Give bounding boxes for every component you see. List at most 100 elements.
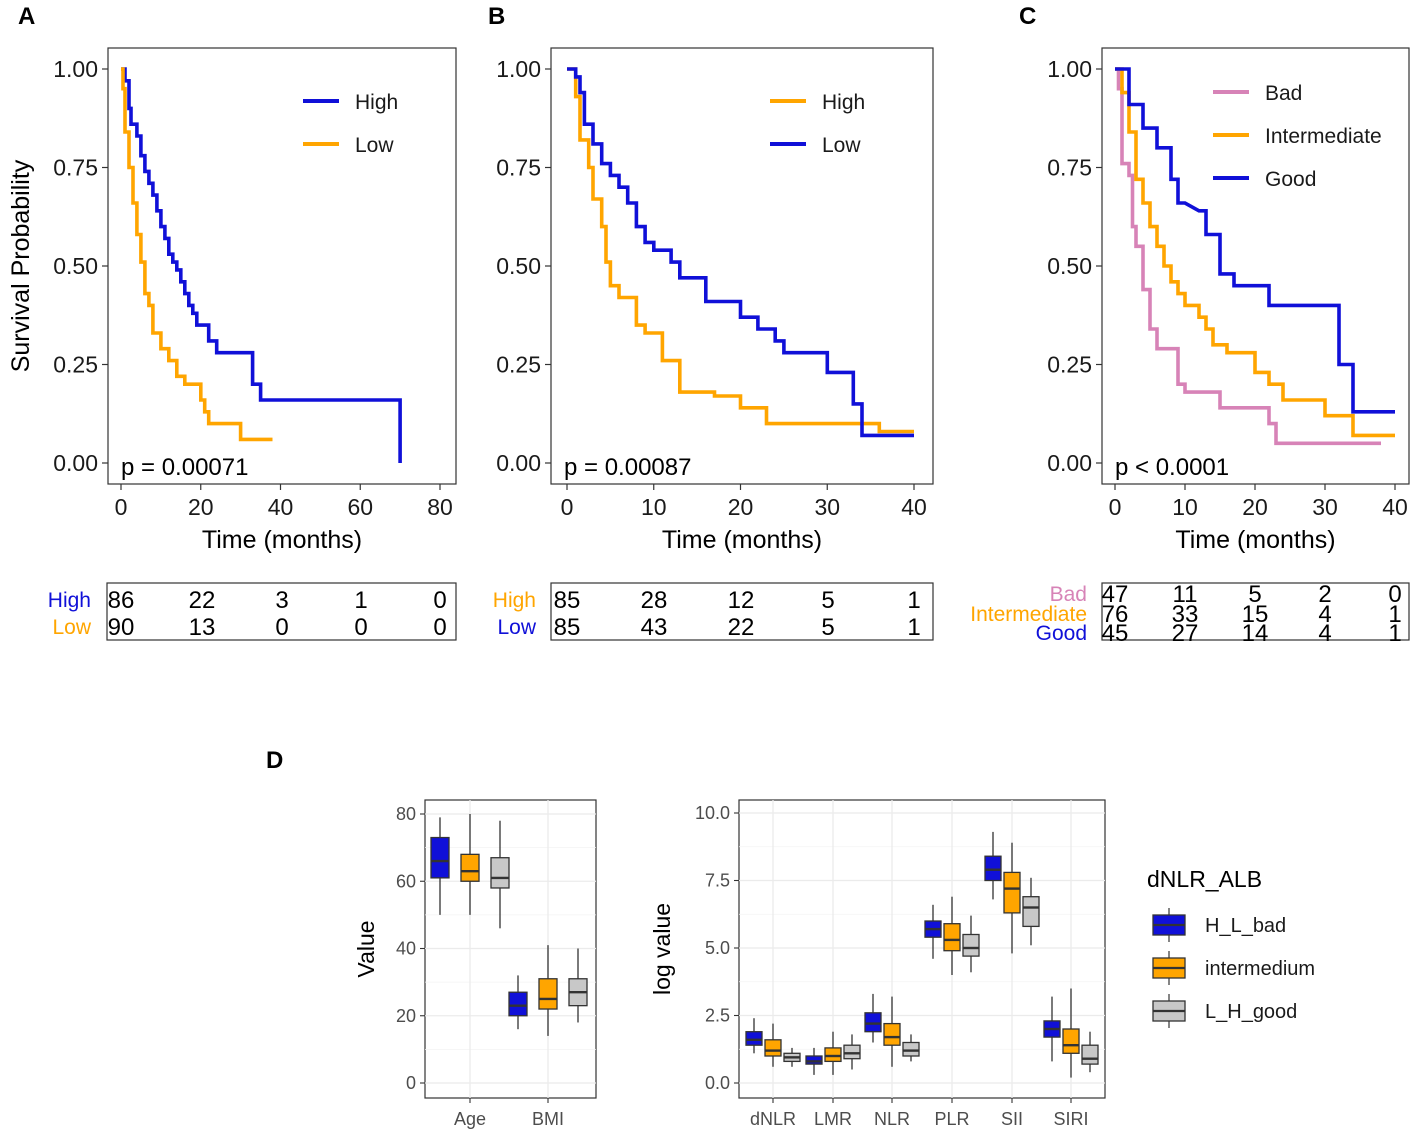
panel-letter: C xyxy=(1019,3,1036,30)
risk-row-label: Good xyxy=(1036,622,1087,645)
legend-entry-l_h_good: L_H_good xyxy=(1152,994,1297,1028)
box-nlr-h_l_bad xyxy=(864,993,882,1043)
risk-value: 5 xyxy=(821,587,834,614)
boxplot-panels: D 0 20 40 60 80 Age BMI Value 0.0 2.5 5.0 7.5 10.0 dNL… xyxy=(266,747,1106,1129)
box-plr-l_h_good xyxy=(962,915,980,973)
y-tick-label: 1.00 xyxy=(53,56,98,82)
x-tick-label: NLR xyxy=(874,1109,910,1129)
box-dnlr-h_l_bad xyxy=(745,1018,763,1054)
box-body xyxy=(864,1012,882,1033)
panel-letter: D xyxy=(266,747,283,774)
y-tick-label: 0.25 xyxy=(496,352,541,378)
boxplot-d2: 0.0 2.5 5.0 7.5 10.0 dNLR LMR NLR PLR SII SIRI log … xyxy=(649,799,1106,1129)
box-body xyxy=(883,1022,901,1046)
x-tick-label: SIRI xyxy=(1053,1109,1088,1129)
risk-value: 85 xyxy=(554,614,581,641)
risk-value: 86 xyxy=(108,587,135,614)
box-dnlr-l_h_good xyxy=(783,1047,801,1067)
y-tick-label: 0.75 xyxy=(496,155,541,181)
box-age-h_l_bad xyxy=(430,817,450,915)
y-tick-label: 0.00 xyxy=(496,450,541,476)
risk-value: 22 xyxy=(189,587,216,614)
box-body xyxy=(805,1055,823,1065)
y-axis-title: log value xyxy=(649,903,675,995)
legend-label: Intermediate xyxy=(1265,125,1382,148)
x-tick-label: 30 xyxy=(814,494,840,520)
box-siri-h_l_bad xyxy=(1043,996,1061,1062)
y-tick-label: 7.5 xyxy=(705,871,730,891)
risk-value: 43 xyxy=(641,614,668,641)
x-tick-label: 0 xyxy=(1109,494,1122,520)
box-lmr-h_l_bad xyxy=(805,1047,823,1075)
boxplot-legend: dNLR_ALB H_L_bad intermedium L_H_good xyxy=(1147,866,1315,1028)
box-dnlr-intermedium xyxy=(764,1023,782,1067)
risk-table-frame xyxy=(106,582,457,641)
y-tick-label: 1.00 xyxy=(496,56,541,82)
x-tick-label: dNLR xyxy=(750,1109,796,1129)
risk-value: 0 xyxy=(433,614,446,641)
y-tick-label: 1.00 xyxy=(1047,56,1092,82)
box-nlr-intermedium xyxy=(883,996,901,1067)
y-tick-label: 0.75 xyxy=(53,155,98,181)
legend-label: High xyxy=(822,91,865,114)
box-body xyxy=(430,836,450,879)
box-sii-intermedium xyxy=(1003,842,1021,954)
box-body xyxy=(745,1031,763,1046)
risk-row-label: Intermediate xyxy=(970,603,1087,626)
risk-value: 12 xyxy=(728,587,755,614)
legend-label: Low xyxy=(355,134,394,157)
risk-value: 0 xyxy=(275,614,288,641)
boxplot-d1: D 0 20 40 60 80 Age BMI Value xyxy=(266,747,597,1129)
y-tick-label: 0.00 xyxy=(53,450,98,476)
y-tick-label: 0.25 xyxy=(53,352,98,378)
y-tick-label: 10.0 xyxy=(695,803,730,823)
box-plr-h_l_bad xyxy=(924,904,942,959)
box-body xyxy=(460,853,480,882)
x-axis-title: Time (months) xyxy=(662,526,822,554)
km-panel-a: A 0.00 0.25 0.50 0.75 1.00 0 20 40 60 80 Time (mont… xyxy=(7,3,457,641)
risk-value: 2 xyxy=(1318,581,1331,608)
y-tick-label: 20 xyxy=(396,1006,416,1026)
risk-row-label: Low xyxy=(497,616,536,639)
legend-label: Bad xyxy=(1265,82,1302,105)
y-tick-label: 40 xyxy=(396,939,416,959)
panel-letter: A xyxy=(18,3,35,30)
risk-value: 28 xyxy=(641,587,668,614)
km-curve-high xyxy=(121,67,402,463)
box-body xyxy=(490,857,510,889)
legend-title: dNLR_ALB xyxy=(1147,866,1262,892)
legend-entry-intermedium: intermedium xyxy=(1152,951,1315,985)
risk-row-label: Bad xyxy=(1050,583,1087,606)
risk-value: 1 xyxy=(907,587,920,614)
x-tick-label: Age xyxy=(454,1109,486,1129)
x-tick-label: 80 xyxy=(427,494,453,520)
x-tick-label: 40 xyxy=(1382,494,1408,520)
x-tick-label: 0 xyxy=(561,494,574,520)
x-tick-label: 10 xyxy=(641,494,667,520)
box-body xyxy=(508,991,528,1017)
risk-row-label: High xyxy=(493,589,536,612)
box-sii-l_h_good xyxy=(1022,877,1040,946)
legend-label: intermedium xyxy=(1205,958,1315,980)
legend-label: H_L_bad xyxy=(1205,915,1286,937)
box-body xyxy=(1022,896,1040,928)
box-lmr-intermedium xyxy=(824,1031,842,1075)
risk-value: 15 xyxy=(1242,601,1269,628)
box-bmi-l_h_good xyxy=(568,948,588,1023)
x-tick-label: 40 xyxy=(901,494,927,520)
x-tick-label: PLR xyxy=(934,1109,969,1129)
box-body xyxy=(843,1044,861,1060)
y-tick-label: 2.5 xyxy=(705,1006,730,1026)
box-age-intermedium xyxy=(460,814,480,915)
p-value: p = 0.00071 xyxy=(121,454,248,481)
risk-row-label: Low xyxy=(52,616,91,639)
legend-label: Low xyxy=(822,134,861,157)
x-tick-label: 60 xyxy=(347,494,373,520)
x-tick-label: LMR xyxy=(814,1109,852,1129)
box-sii-h_l_bad xyxy=(984,831,1002,900)
box-body xyxy=(764,1039,782,1057)
km-curve-high xyxy=(567,67,914,434)
risk-value: 90 xyxy=(108,614,135,641)
y-tick-label: 0.50 xyxy=(53,253,98,279)
